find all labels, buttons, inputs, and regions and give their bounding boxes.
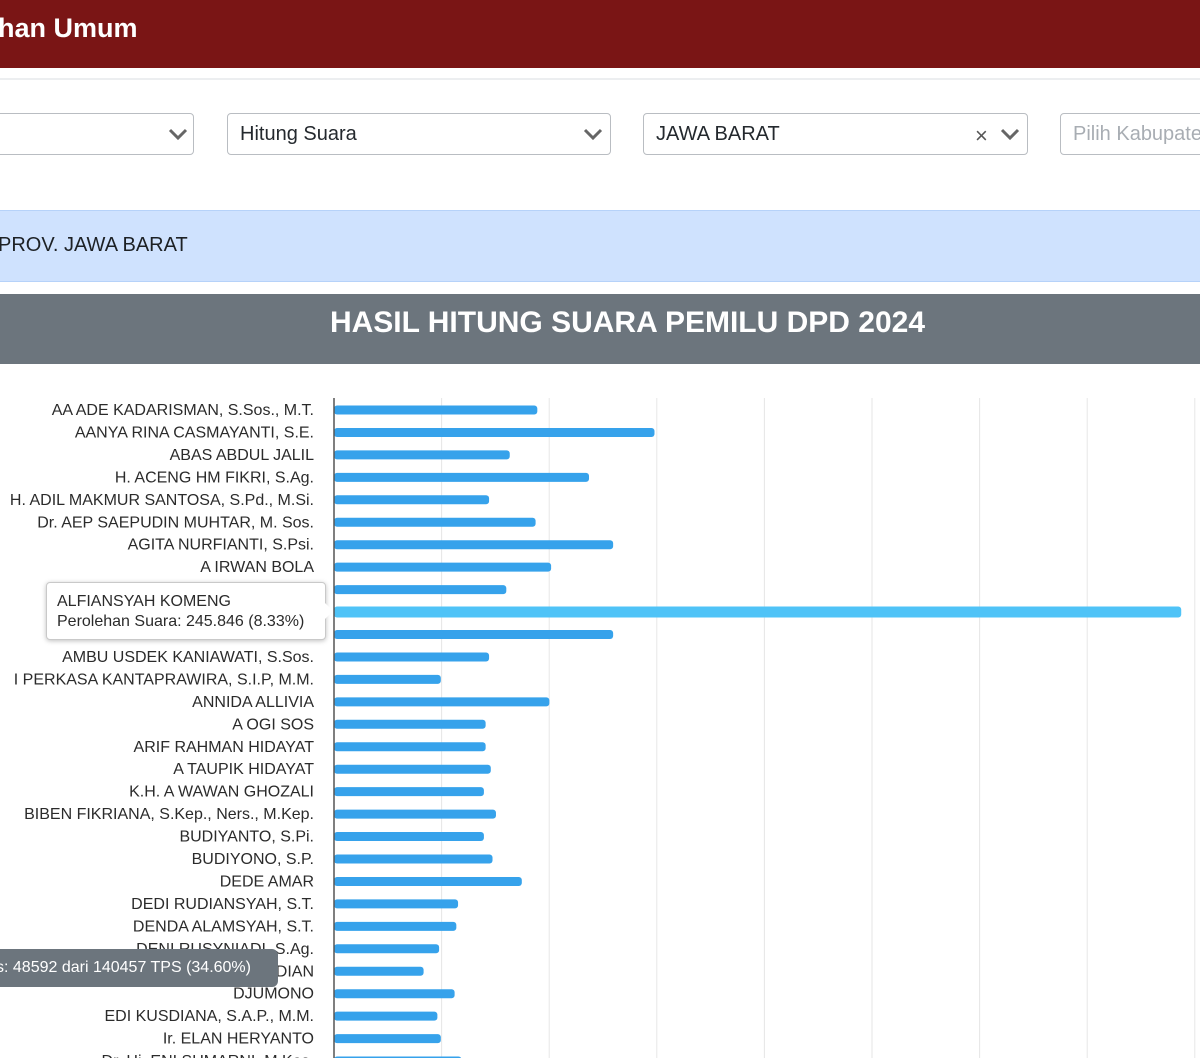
tps-progress-status: s: 48592 dari 140457 TPS (34.60%) bbox=[0, 949, 278, 987]
bar-16[interactable] bbox=[334, 764, 491, 774]
category-label-12: I PERKASA KANTAPRAWIRA, S.I.P, M.M. bbox=[14, 671, 314, 688]
bar-4[interactable] bbox=[334, 495, 490, 505]
category-label-4: H. ADIL MAKMUR SANTOSA, S.Pd., M.Si. bbox=[10, 492, 314, 509]
category-label-21: DEDE AMAR bbox=[220, 873, 314, 890]
category-label-27: EDI KUSDIANA, S.A.P., M.M. bbox=[104, 1008, 314, 1025]
category-label-26: DJUMONO bbox=[233, 986, 314, 1003]
bar-28[interactable] bbox=[334, 1034, 441, 1044]
chart-title: HASIL HITUNG SUARA PEMILU DPD 2024 bbox=[329, 306, 926, 339]
bar-0[interactable] bbox=[334, 405, 538, 415]
chart-bars bbox=[334, 405, 1182, 1058]
bar-23[interactable] bbox=[334, 921, 457, 931]
bar-3[interactable] bbox=[334, 472, 590, 482]
bar-18[interactable] bbox=[334, 809, 496, 819]
regency-select[interactable]: Pilih Kabupaten bbox=[1060, 113, 1200, 155]
election-select[interactable] bbox=[0, 113, 194, 155]
category-label-5: Dr. AEP SAEPUDIN MUHTAR, M. Sos. bbox=[37, 514, 314, 531]
category-label-7: A IRWAN BOLA bbox=[200, 559, 314, 576]
region-info-bar: PROV. JAWA BARAT bbox=[0, 210, 1200, 282]
bar-27[interactable] bbox=[334, 1011, 438, 1021]
category-label-22: DEDI RUDIANSYAH, S.T. bbox=[131, 896, 314, 913]
bar-15[interactable] bbox=[334, 742, 486, 752]
tooltip-vote-text: Perolehan Suara: 245.846 (8.33%) bbox=[57, 613, 305, 630]
region-info-text: PROV. JAWA BARAT bbox=[0, 234, 188, 256]
tooltip-arrow bbox=[325, 603, 333, 619]
tooltip-candidate-name: ALFIANSYAH KOMENG bbox=[57, 593, 231, 610]
category-label-17: K.H. A WAWAN GHOZALI bbox=[129, 784, 314, 801]
bar-10[interactable] bbox=[334, 630, 614, 639]
app-header: han Umum bbox=[0, 0, 1200, 68]
bar-2[interactable] bbox=[334, 450, 510, 460]
category-label-29: Dr. Hj. ENI SUMARNI, M.Kes. bbox=[102, 1053, 314, 1058]
bar-14[interactable] bbox=[334, 719, 486, 729]
bar-24[interactable] bbox=[334, 944, 440, 954]
bar-22[interactable] bbox=[334, 899, 459, 909]
category-label-3: H. ACENG HM FIKRI, S.Ag. bbox=[115, 469, 314, 486]
category-label-1: AANYA RINA CASMAYANTI, S.E. bbox=[75, 424, 314, 441]
header-divider bbox=[0, 78, 1200, 80]
category-label-15: ARIF RAHMAN HIDAYAT bbox=[134, 739, 315, 756]
bar-11[interactable] bbox=[334, 652, 490, 662]
category-label-20: BUDIYONO, S.P. bbox=[192, 851, 314, 868]
bar-tooltip: ALFIANSYAH KOMENG Perolehan Suara: 245.8… bbox=[46, 582, 333, 640]
count-type-value: Hitung Suara bbox=[240, 123, 357, 145]
category-label-13: ANNIDA ALLIVIA bbox=[192, 694, 314, 711]
bar-8[interactable] bbox=[334, 585, 507, 595]
chevron-down-icon bbox=[1000, 128, 1020, 141]
bar-21[interactable] bbox=[334, 876, 522, 886]
bar-26[interactable] bbox=[334, 989, 455, 999]
category-label-18: BIBEN FIKRIANA, S.Kep., Ners., M.Kep. bbox=[24, 806, 314, 823]
province-select[interactable]: JAWA BARAT × bbox=[643, 113, 1028, 155]
bar-13[interactable] bbox=[334, 697, 550, 707]
bar-1[interactable] bbox=[334, 427, 655, 437]
category-label-19: BUDIYANTO, S.Pi. bbox=[179, 829, 314, 846]
bar-6[interactable] bbox=[334, 540, 614, 550]
bar-12[interactable] bbox=[334, 674, 441, 684]
clear-icon[interactable]: × bbox=[975, 123, 988, 148]
chevron-down-icon bbox=[168, 128, 188, 141]
category-label-2: ABAS ABDUL JALIL bbox=[170, 447, 314, 464]
category-label-28: Ir. ELAN HERYANTO bbox=[163, 1031, 314, 1048]
chart-grid bbox=[441, 398, 1196, 1058]
bar-20[interactable] bbox=[334, 854, 493, 864]
category-label-6: AGITA NURFIANTI, S.Psi. bbox=[128, 537, 314, 554]
regency-placeholder: Pilih Kabupaten bbox=[1073, 123, 1200, 145]
bar-9[interactable] bbox=[334, 606, 1182, 618]
category-label-11: AMBU USDEK KANIAWATI, S.Sos. bbox=[62, 649, 314, 666]
category-label-0: AA ADE KADARISMAN, S.Sos., M.T. bbox=[52, 402, 314, 419]
bar-19[interactable] bbox=[334, 832, 484, 842]
bar-17[interactable] bbox=[334, 787, 484, 797]
count-type-select[interactable]: Hitung Suara bbox=[227, 113, 611, 155]
bar-5[interactable] bbox=[334, 517, 536, 527]
app-title: han Umum bbox=[0, 13, 138, 43]
category-label-16: A TAUPIK HIDAYAT bbox=[173, 761, 314, 778]
province-value: JAWA BARAT bbox=[656, 123, 780, 145]
chart-header: HASIL HITUNG SUARA PEMILU DPD 2024 bbox=[0, 294, 1200, 364]
chevron-down-icon bbox=[583, 128, 603, 141]
category-label-23: DENDA ALAMSYAH, S.T. bbox=[133, 918, 314, 935]
category-label-25: DIAN bbox=[276, 963, 314, 980]
bar-7[interactable] bbox=[334, 562, 552, 572]
category-label-14: A OGI SOS bbox=[232, 716, 314, 733]
bar-25[interactable] bbox=[334, 966, 424, 976]
